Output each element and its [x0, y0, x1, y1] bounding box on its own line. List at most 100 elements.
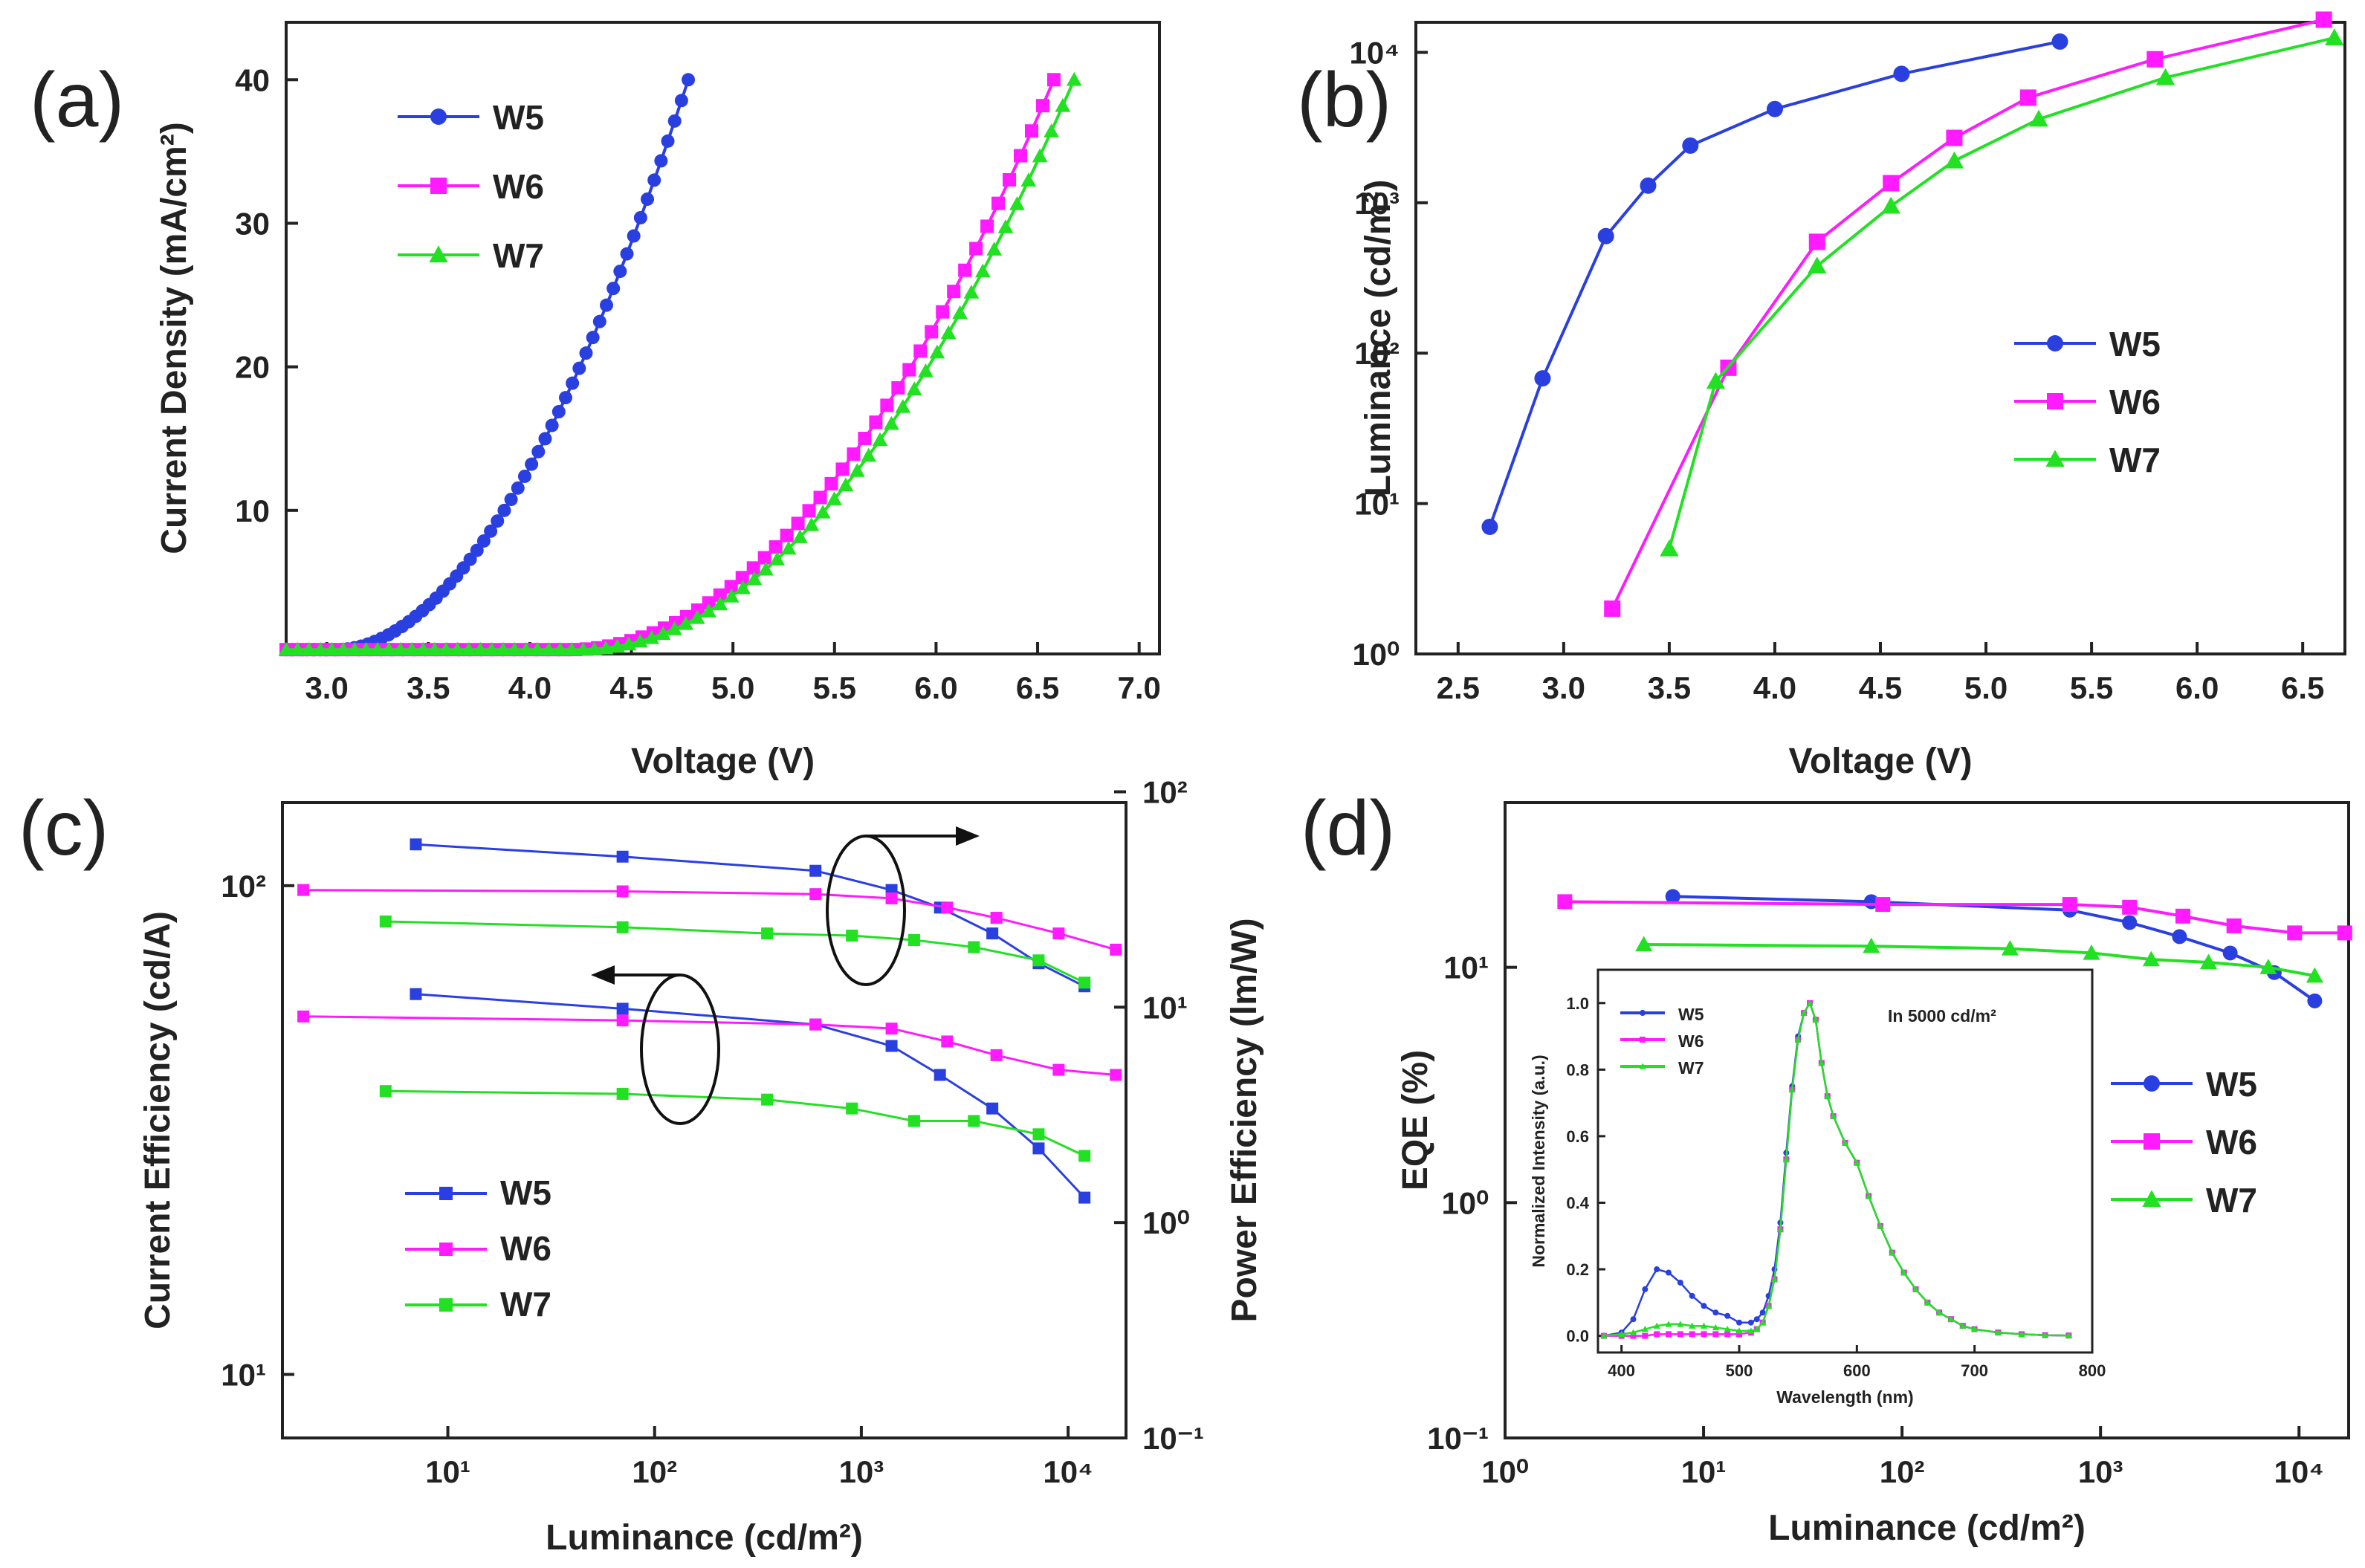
d-inset-series-w7-point	[1924, 1299, 1931, 1306]
b-series-w5-point	[1640, 177, 1657, 194]
a-x-tick-label: 3.0	[305, 670, 348, 705]
a-series-w7-point	[335, 641, 352, 656]
b-series-w5-point	[1893, 65, 1910, 82]
d-inset-series-w7-point	[2042, 1332, 2049, 1338]
a-series-w6-point	[1046, 73, 1061, 87]
a-series-w5-point	[558, 391, 572, 405]
c-series-w7-right-point	[846, 929, 858, 942]
a-legend-marker-w5	[430, 108, 447, 125]
d-inset-legend-label-w7: W7	[1678, 1058, 1704, 1078]
d-inset-series-w7-point	[1629, 1329, 1637, 1335]
d-inset-legend-marker-w6	[1640, 1037, 1646, 1043]
d-inset-series-w7-point	[1824, 1092, 1831, 1099]
d-inset-series-w7-point	[1735, 1327, 1743, 1334]
a-series-w6-point	[824, 476, 838, 490]
a-series-w5-point	[579, 346, 593, 360]
b-series-w6-point	[1883, 175, 1900, 192]
c-y2-tick-label: 10⁻¹	[1142, 1421, 1204, 1456]
c-y-tick-label: 10¹	[221, 1358, 266, 1393]
a-series-w7-point	[735, 580, 751, 595]
d-inset-series-w5-point	[1759, 1309, 1766, 1316]
c-series-w6-right-point	[809, 888, 822, 901]
a-series-w6-point	[925, 325, 939, 339]
d-inset-series-w5-point	[1689, 1292, 1695, 1299]
d-series-w7-point	[2142, 950, 2160, 967]
c-legend-marker-w5	[439, 1187, 453, 1200]
b-y-tick-label: 10¹	[1354, 487, 1400, 522]
d-inset-series-w6-point	[1666, 1331, 1672, 1338]
c-series-w6-left-point	[1052, 1063, 1065, 1076]
c-series-w7-right-point	[968, 941, 980, 953]
a-series-w7-point	[438, 641, 454, 656]
d-series-w6-point	[2062, 897, 2077, 913]
c-series-w6-left-point	[616, 1014, 629, 1027]
c-series-w5-left-line	[415, 993, 1086, 1199]
a-series-w7-point	[997, 219, 1014, 233]
c-series-w7-left-line	[385, 1089, 1085, 1157]
a-series-w7-point	[506, 641, 522, 656]
a-series-w7-point	[381, 641, 397, 656]
c-y2-tick-label: 10⁰	[1142, 1205, 1190, 1240]
d-inset-series-w5-point	[1701, 1303, 1707, 1309]
a-series-w6-point	[902, 363, 916, 377]
a-series-w5-point	[517, 469, 531, 483]
b-series-w6-point	[1604, 600, 1621, 618]
a-series-w6-point	[969, 242, 983, 256]
a-x-tick-label: 5.5	[813, 670, 856, 705]
d-inset-series-w7-point	[1600, 1332, 1608, 1339]
b-y-tick-label: 10²	[1354, 336, 1400, 371]
d-inset-series-w7-point	[1806, 1000, 1814, 1006]
b-series-w7-point	[1944, 151, 1964, 169]
a-series-w5-point	[606, 282, 621, 296]
d-inset-series-w5-point	[1736, 1319, 1742, 1326]
a-series-w7-point	[632, 633, 648, 648]
d-legend-marker-w7	[2142, 1190, 2161, 1208]
a-series-w6-point	[746, 561, 760, 575]
d-inset-x-tick-label: 800	[2079, 1361, 2106, 1380]
a-series-w5-point	[531, 444, 546, 459]
a-x-tick-label: 5.0	[711, 670, 754, 705]
b-legend-marker-w5	[2047, 335, 2063, 351]
a-series-w7-point	[404, 641, 420, 656]
a-series-w6-point	[991, 196, 1006, 210]
a-y-tick-label: 20	[235, 350, 270, 385]
c-series-w7-left-point	[1078, 1150, 1091, 1162]
a-series-w6-point	[947, 285, 961, 299]
b-series-w5-point	[1481, 518, 1498, 535]
a-y-tick-label: 10	[235, 493, 270, 528]
a-series-w6-point	[913, 344, 928, 358]
c-series-w7-right-point	[616, 921, 629, 933]
c-legend-label-w6: W6	[500, 1229, 551, 1268]
d-inset-series-w7-point	[1935, 1309, 1943, 1315]
d-inset-series-w7-point	[1653, 1322, 1660, 1329]
a-series-w7-point	[815, 505, 831, 519]
a-series-w7-point	[1009, 196, 1025, 210]
d-inset-y-tick-label: 0.4	[1566, 1193, 1589, 1212]
a-series-w5-point	[504, 493, 518, 507]
a-series-w7-point	[884, 415, 899, 430]
a-series-w7-point	[826, 491, 842, 505]
c-legend-label-w7: W7	[500, 1285, 551, 1324]
d-x-tick-label: 10³	[2078, 1454, 2123, 1489]
d-x-tick-label: 10¹	[1681, 1454, 1727, 1489]
d-series-w7-point	[2306, 967, 2323, 983]
d-inset-series-w6-point	[1712, 1331, 1719, 1338]
a-series-w7-point	[369, 641, 386, 656]
d-inset-series-w7-point	[1877, 1222, 1884, 1229]
panel-label-b: (b)	[1297, 57, 1391, 143]
d-inset-series-w7-point	[1830, 1112, 1837, 1119]
a-series-w5-point	[484, 524, 498, 538]
b-legend-marker-w6	[2047, 393, 2063, 409]
a-series-w5-point	[476, 534, 491, 548]
a-series-w5-point	[497, 503, 511, 517]
panel-b-luminance-chart: 2.5 3.0 3.5 4.0 4.5 5.0 5.5 6.0 6.5 10⁰ 10¹ 10² 10³ 1…	[1350, 11, 2346, 781]
d-inset-series-w7-point	[2065, 1332, 2072, 1338]
c-legend-label-w5: W5	[500, 1173, 551, 1212]
d-series-w5-point	[2122, 915, 2138, 930]
c-series-w6-left-line	[303, 1015, 1116, 1076]
a-series-w6-point	[769, 540, 783, 554]
a-x-tick-label: 3.5	[407, 670, 450, 705]
d-inset-series-w6-point	[1724, 1331, 1731, 1338]
a-series-w6-point	[713, 588, 727, 602]
d-y-axis-title: EQE (%)	[1396, 1050, 1435, 1190]
